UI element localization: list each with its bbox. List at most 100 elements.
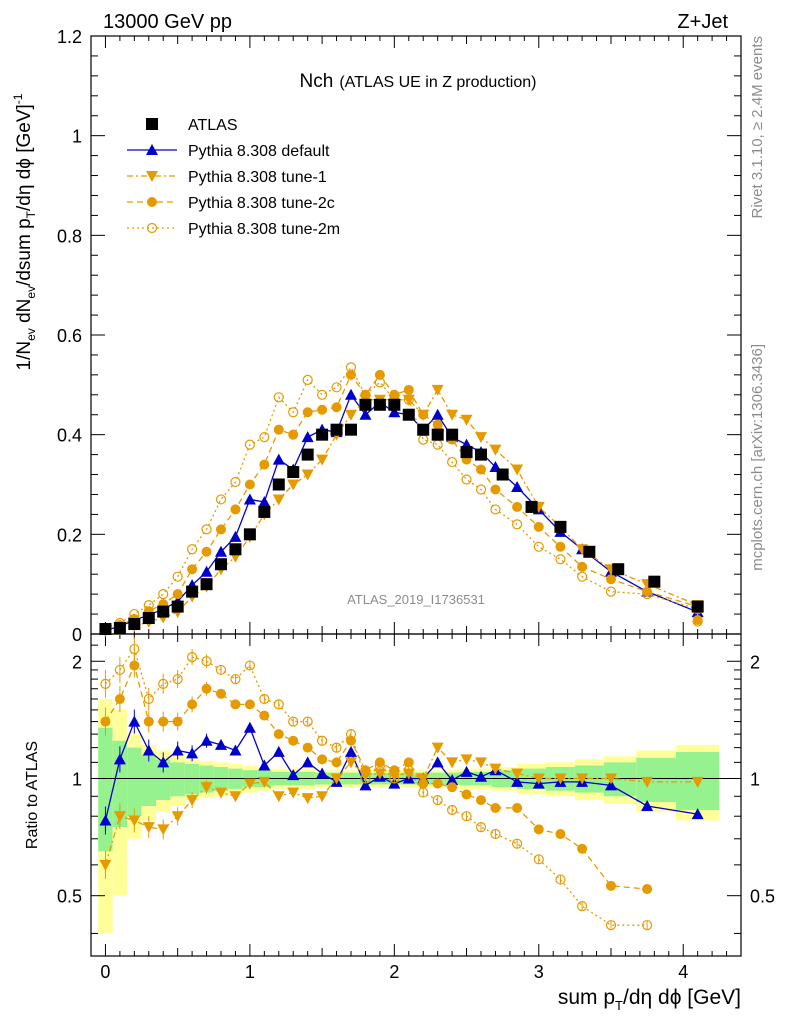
point-tune2m <box>201 524 212 535</box>
x-tick-label: 1 <box>245 962 255 982</box>
ratio-point-tune1 <box>489 763 502 775</box>
ratio-point-default <box>128 715 141 727</box>
point-atlas <box>301 448 314 461</box>
point-atlas <box>287 466 300 479</box>
ratio-point-tune1 <box>287 787 300 799</box>
point-atlas <box>431 428 444 441</box>
point-tune2c <box>187 564 198 575</box>
ratio-point-tune1 <box>229 791 242 803</box>
point-tune2m <box>605 586 617 597</box>
point-atlas <box>460 446 473 459</box>
y-tick-label: 0.8 <box>57 226 82 246</box>
point-atlas <box>648 575 661 588</box>
ratio-line-tune2c <box>104 663 648 890</box>
point-tune2m <box>302 374 313 385</box>
point-tune2c <box>346 369 356 380</box>
header-right: Z+Jet <box>677 11 728 33</box>
legend-marker-tune2m <box>146 222 158 234</box>
ratio-point-tune1 <box>345 757 357 769</box>
ratio-point-tune2m <box>345 729 357 740</box>
ratio-point-tune1 <box>475 757 487 769</box>
point-default <box>359 408 372 420</box>
ratio-point-tune2c <box>490 802 501 813</box>
ratio-point-tune1 <box>511 768 524 780</box>
point-tune2c <box>476 464 486 475</box>
point-tune2c <box>172 589 183 600</box>
xlabel-part-2: /dη dϕ [GeV] <box>623 986 741 1009</box>
ratio-point-tune1 <box>243 778 256 790</box>
point-tune2m <box>244 439 255 450</box>
ratio-point-tune2c <box>403 757 414 768</box>
ratio-point-tune2m <box>114 664 125 676</box>
ratio-point-tune2c <box>100 716 111 727</box>
legend-label: Pythia 8.308 tune-1 <box>188 169 327 186</box>
x-tick-label: 0 <box>100 962 110 982</box>
point-atlas <box>496 468 509 481</box>
ylabel-part-3: /dsum p <box>14 218 35 286</box>
point-atlas <box>612 563 625 576</box>
ratio-point-tune2m <box>418 787 429 798</box>
ratio-point-tune1 <box>330 773 343 785</box>
point-atlas <box>113 622 126 635</box>
x-axis-label: sum pT/dη dϕ [GeV] <box>558 986 741 1013</box>
ratio-point-default <box>460 765 473 777</box>
ratio-point-tune1 <box>215 787 227 799</box>
ratio-point-tune2c <box>389 765 400 776</box>
ratio-point-tune1 <box>373 768 386 780</box>
ratio-point-tune1 <box>691 776 704 788</box>
ratio-point-tune1 <box>641 776 654 788</box>
point-atlas <box>272 478 285 491</box>
ratio-point-tune2m <box>461 811 472 822</box>
point-tune2m <box>447 456 458 468</box>
ratio-point-tune1 <box>186 795 199 807</box>
point-atlas <box>373 398 386 411</box>
ratio-point-tune2m <box>259 693 270 705</box>
ratio-point-default <box>200 734 213 746</box>
ratio-point-tune2c <box>317 754 328 765</box>
point-default <box>229 530 242 542</box>
ylabel-part-4: /dη dϕ [GeV] <box>14 104 35 211</box>
ratio-point-tune2m <box>288 716 299 727</box>
ratio-point-tune2m <box>577 901 588 912</box>
ratio-point-tune2c <box>360 765 371 776</box>
ratio-point-default <box>113 753 126 765</box>
point-tune1 <box>272 494 285 506</box>
point-atlas <box>99 623 112 636</box>
point-tune1 <box>475 432 487 444</box>
ratio-point-tune2m <box>100 678 111 689</box>
point-default <box>431 408 444 420</box>
main-plot-series <box>99 362 704 638</box>
xlabel-part-1: sum p <box>558 986 615 1009</box>
ratio-point-tune2c <box>331 757 342 768</box>
point-default <box>200 565 213 577</box>
point-tune2c <box>512 501 523 512</box>
ratio-point-tune2m <box>331 742 342 753</box>
plot-title-main: Nch <box>300 71 334 92</box>
point-tune2c <box>244 479 255 490</box>
point-tune2m <box>143 599 154 611</box>
point-tune2m <box>642 589 653 600</box>
ratio-point-default <box>511 775 524 787</box>
header-left: 13000 GeV pp <box>103 11 232 33</box>
ratio-point-tune1 <box>157 824 170 836</box>
point-atlas <box>330 423 343 436</box>
y-tick-label: 0 <box>72 625 82 645</box>
ratio-point-default <box>446 774 459 786</box>
ratio-point-tune2m <box>187 651 198 663</box>
ratio-point-tune1 <box>554 773 567 785</box>
ratio-point-tune1 <box>316 791 329 803</box>
point-tune2c <box>432 419 443 430</box>
ratio-point-tune2m <box>475 822 487 833</box>
point-tune1 <box>511 464 524 476</box>
ratio-point-tune1 <box>113 811 126 823</box>
point-tune2m <box>432 439 443 450</box>
x-tick-label: 4 <box>678 962 688 982</box>
point-tune2m <box>273 392 284 403</box>
point-tune1 <box>301 469 314 481</box>
point-tune2c <box>418 409 429 420</box>
ratio-point-tune2m <box>389 773 400 784</box>
ratio-point-tune2m <box>158 678 169 689</box>
ylabel-sub-2: ev <box>24 286 38 299</box>
series-atlas <box>99 398 704 636</box>
